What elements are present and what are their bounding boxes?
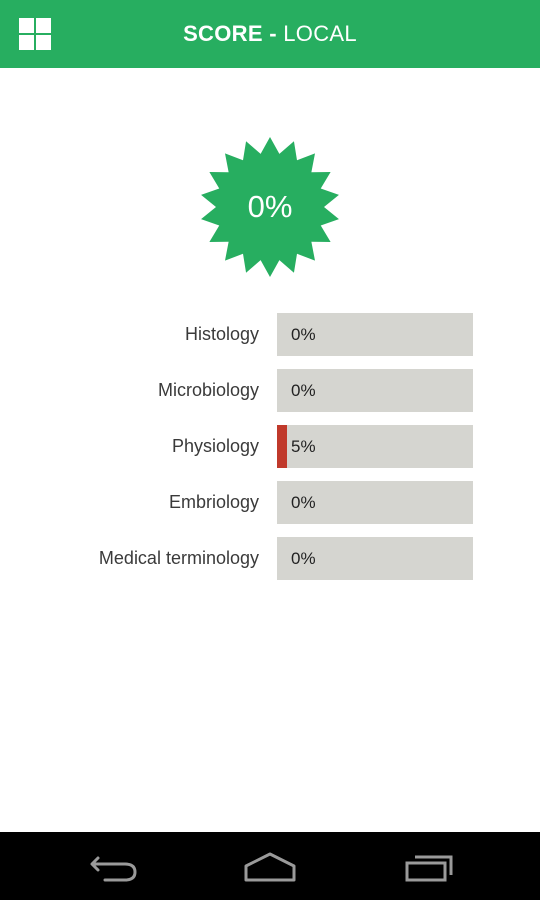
starburst-badge-icon (201, 137, 339, 277)
grid-square (36, 18, 51, 33)
category-score-list: Histology 0% Microbiology 0% Physiology 5% Emb… (0, 313, 540, 593)
recent-apps-icon[interactable] (399, 844, 459, 888)
category-progress-bar: 0% (277, 369, 473, 412)
category-row: Physiology 5% (0, 425, 540, 468)
category-progress-fill (277, 425, 287, 468)
top-app-bar: SCORE - LOCAL (0, 0, 540, 68)
category-label: Histology (184, 324, 259, 344)
title-secondary: LOCAL (283, 21, 357, 46)
category-row: Embriology 0% (0, 481, 540, 524)
category-row: Microbiology 0% (0, 369, 540, 412)
category-progress-bar: 0% (277, 537, 473, 580)
category-score-value: 0% (291, 381, 316, 400)
grid-square (19, 35, 34, 50)
grid-square (36, 35, 51, 50)
category-score-value: 0% (291, 493, 316, 512)
category-score-value: 5% (291, 437, 316, 456)
title-primary: SCORE (183, 21, 263, 46)
page-title: SCORE - LOCAL (0, 0, 540, 68)
category-label: Physiology (171, 436, 259, 456)
back-icon[interactable] (83, 844, 143, 888)
home-icon[interactable] (240, 844, 300, 888)
category-label: Embriology (168, 492, 259, 512)
category-label: Medical terminology (98, 548, 259, 568)
grid-menu-icon[interactable] (19, 18, 51, 50)
category-progress-bar: 0% (277, 481, 473, 524)
grid-square (19, 18, 34, 33)
category-row: Histology 0% (0, 313, 540, 356)
category-label: Microbiology (157, 380, 259, 400)
category-progress-bar: 0% (277, 313, 473, 356)
category-progress-bar: 5% (277, 425, 473, 468)
overall-score-value: 0% (247, 189, 293, 224)
system-navigation-bar (0, 832, 540, 900)
category-row: Medical terminology 0% (0, 537, 540, 580)
overall-score-badge: 0% (199, 136, 341, 278)
category-score-value: 0% (291, 325, 316, 344)
title-separator: - (262, 21, 284, 46)
category-score-value: 0% (291, 549, 316, 568)
